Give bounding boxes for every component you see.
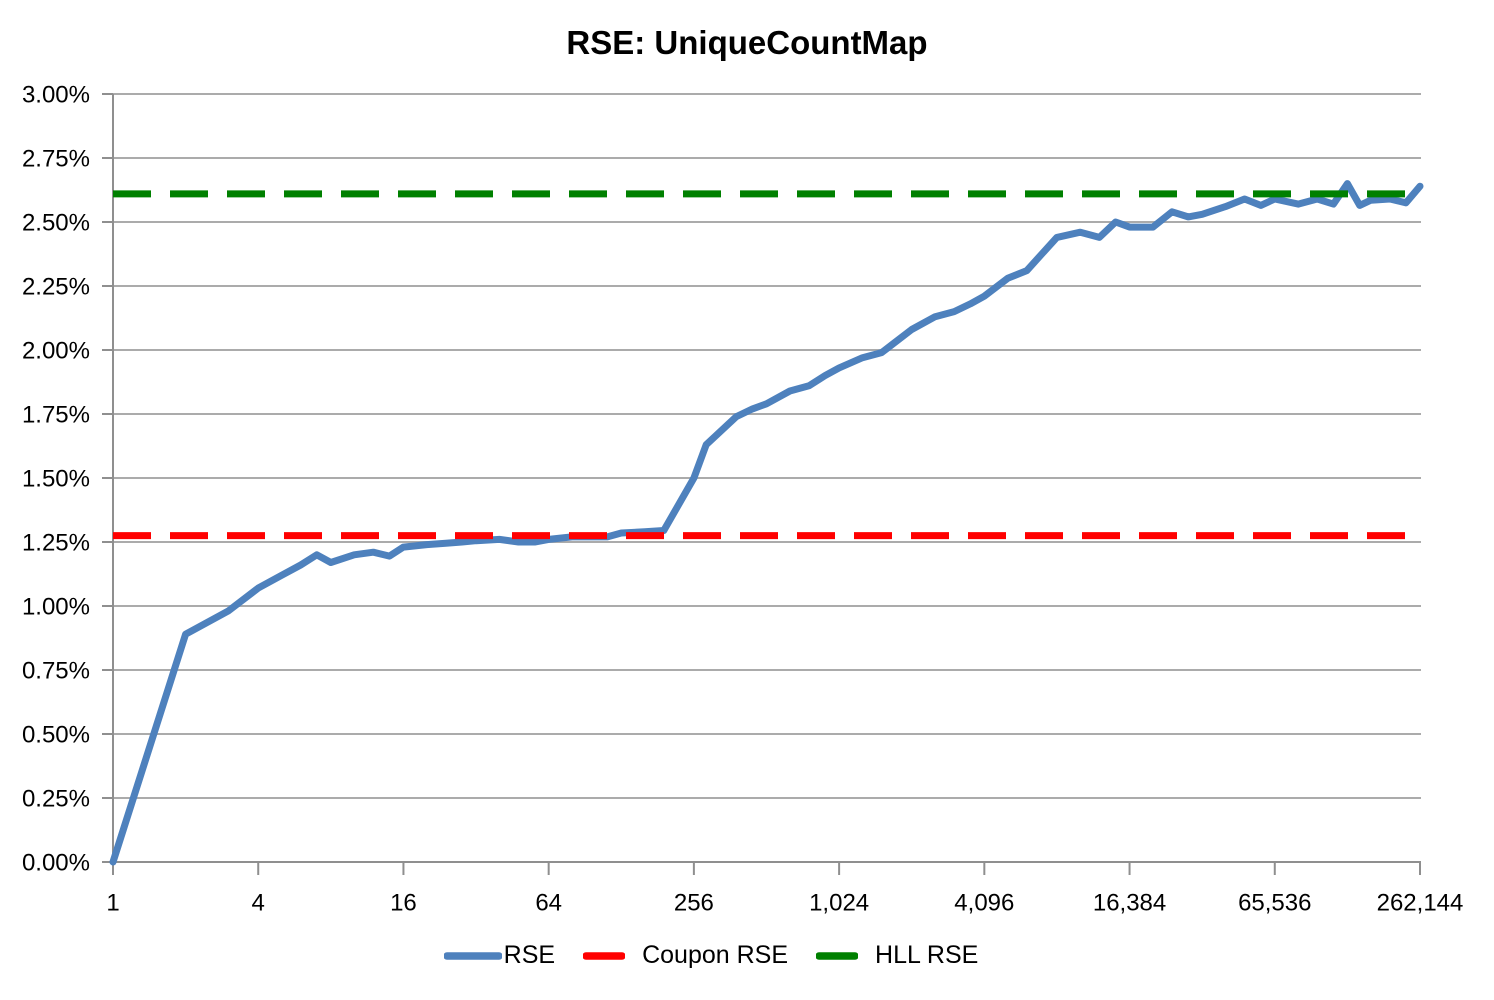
- y-tick-label: 0.00%: [22, 850, 90, 877]
- x-tick-label: 16: [390, 890, 417, 917]
- legend-item-coupon-rse: Coupon RSE: [583, 941, 788, 970]
- y-tick-label: 0.75%: [22, 658, 90, 685]
- y-tick-label: 0.25%: [22, 786, 90, 813]
- x-tick-label: 262,144: [1377, 890, 1464, 917]
- legend: RSE Coupon RSE HLL RSE: [0, 941, 1458, 970]
- y-tick-label: 1.25%: [22, 530, 90, 557]
- legend-label-coupon-rse: Coupon RSE: [642, 941, 789, 969]
- hll-rse-line-swatch: [816, 951, 859, 960]
- legend-item-rse: RSE: [443, 941, 556, 970]
- coupon-rse-line-swatch: [583, 951, 626, 960]
- rse-line-swatch: [443, 951, 502, 960]
- x-tick-label: 1,024: [809, 890, 869, 917]
- x-tick-label: 1: [106, 890, 119, 917]
- x-tick-label: 256: [674, 890, 714, 917]
- x-tick-label: 65,536: [1238, 890, 1311, 917]
- y-tick-label: 2.25%: [22, 274, 90, 301]
- x-tick-label: 4,096: [954, 890, 1014, 917]
- legend-label-rse: RSE: [503, 941, 556, 969]
- y-tick-label: 0.50%: [22, 722, 90, 749]
- legend-label-hll-rse: HLL RSE: [875, 941, 979, 969]
- y-tick-label: 1.00%: [22, 594, 90, 621]
- y-tick-label: 1.50%: [22, 466, 90, 493]
- y-tick-label: 2.50%: [22, 210, 90, 237]
- chart-title: RSE: UniqueCountMap: [566, 24, 928, 61]
- y-tick-label: 2.00%: [22, 338, 90, 365]
- y-tick-label: 2.75%: [22, 146, 90, 173]
- x-tick-label: 64: [535, 890, 562, 917]
- x-tick-label: 4: [252, 890, 265, 917]
- x-tick-label: 16,384: [1093, 890, 1166, 917]
- rse-line: [109, 180, 1424, 866]
- y-tick-label: 3.00%: [22, 82, 90, 109]
- legend-item-hll-rse: HLL RSE: [816, 941, 978, 970]
- y-tick-label: 1.75%: [22, 402, 90, 429]
